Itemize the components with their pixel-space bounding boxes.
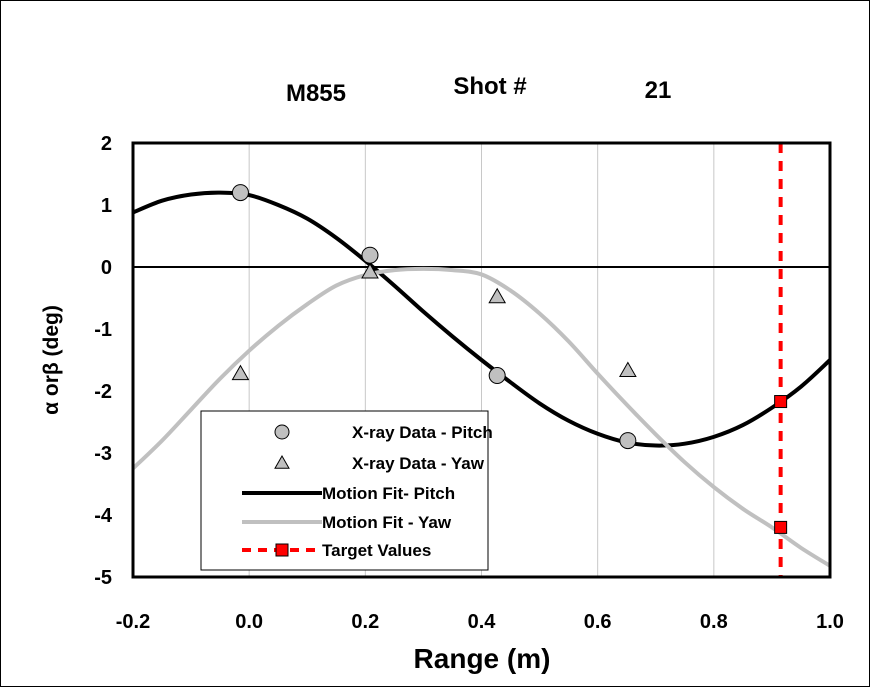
y-axis-label: α orβ (deg) [40, 305, 63, 415]
x-tick-label: 0.4 [468, 611, 497, 633]
y-tick-label: 2 [101, 133, 112, 155]
yaw-data-point [231, 364, 250, 381]
legend-label: X-ray Data - Pitch [352, 423, 493, 442]
pitch-data-point [231, 184, 249, 202]
x-tick-label: -0.2 [116, 611, 150, 633]
legend: X-ray Data - Pitch X-ray Data - Yaw Motion… [200, 410, 493, 571]
legend-symbol [275, 543, 289, 557]
motion-fit-yaw-line [131, 266, 832, 568]
markers-group [231, 184, 788, 534]
target-value-point [774, 520, 788, 534]
y-tick-label: 1 [101, 195, 112, 217]
target-value-point [774, 395, 788, 409]
yaw-data-point [619, 361, 637, 378]
x-axis-label: Range (m) [414, 643, 551, 674]
title-middle: Shot # [453, 73, 526, 100]
yaw-data-point [488, 287, 507, 304]
y-tick-label: -1 [94, 319, 112, 341]
legend-label: Target Values [322, 541, 431, 560]
legend-label: Motion Fit - Yaw [322, 513, 452, 532]
yaw-data-point [361, 262, 379, 279]
curves-group [131, 190, 832, 568]
y-tick-label: -3 [94, 443, 112, 465]
y-tick-label: 0 [101, 257, 112, 279]
plot-border [131, 141, 832, 579]
pitch-data-point [488, 367, 506, 384]
legend-label: X-ray Data - Yaw [352, 454, 485, 473]
x-tick-label: 0.2 [351, 611, 379, 633]
y-tick-label: -5 [94, 567, 112, 589]
x-tick-label: 0.8 [700, 611, 728, 633]
x-tick-label: 1.0 [816, 611, 844, 633]
legend-symbol [274, 424, 290, 440]
legend-label: Motion Fit- Pitch [322, 484, 455, 503]
y-tick-labels: 2 1 0 -1 -2 -3 -4 -5 [94, 133, 113, 589]
title-left: M855 [286, 80, 346, 107]
y-tick-label: -4 [94, 505, 113, 527]
x-tick-labels: -0.2 0.0 0.2 0.4 0.6 0.8 1.0 [116, 611, 844, 633]
motion-fit-pitch-line [132, 190, 832, 448]
y-tick-label: -2 [94, 381, 112, 403]
legend-symbol [274, 454, 290, 469]
pitch-data-point [619, 432, 637, 450]
pitch-data-point [361, 246, 379, 264]
x-tick-label: 0.6 [584, 611, 612, 633]
legend-box [200, 410, 489, 571]
x-tick-label: 0.0 [235, 611, 263, 633]
title-right: 21 [645, 77, 672, 104]
